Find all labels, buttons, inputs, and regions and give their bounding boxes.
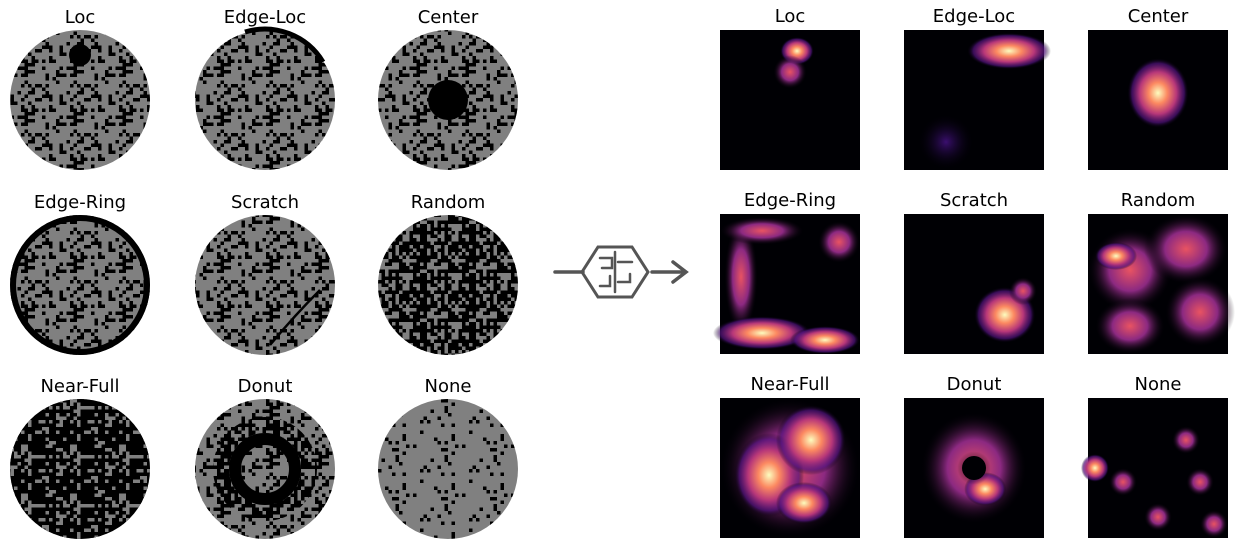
wafer-title: Near-Full <box>40 376 119 397</box>
heatmap-title: Edge-Ring <box>744 190 836 211</box>
heat-blob <box>713 316 811 350</box>
heat-blob <box>773 55 807 89</box>
heat-blob <box>776 482 832 524</box>
heatmap-title: Donut <box>947 374 1002 395</box>
heatmap: None <box>1081 374 1228 538</box>
heat-hole <box>962 456 986 480</box>
heat-blob <box>724 221 758 333</box>
wafer-map: Random <box>378 192 518 355</box>
defect <box>428 80 468 120</box>
wafer-noise <box>195 215 335 355</box>
heatmap-title: None <box>1135 374 1182 395</box>
heatmap: Edge-Loc <box>904 6 1051 170</box>
heat-blob <box>1186 468 1214 496</box>
heatmap: Random <box>1088 190 1235 354</box>
heat-blob <box>1095 242 1137 270</box>
heat-blob <box>776 405 846 475</box>
wafer-map: Donut <box>195 376 335 539</box>
defect <box>69 44 91 66</box>
defect <box>244 26 326 64</box>
defect <box>10 399 150 539</box>
defect <box>378 215 518 355</box>
wafer-map: None <box>378 376 518 539</box>
connector <box>553 245 689 299</box>
heat-blob <box>1095 298 1165 354</box>
wafer-noise <box>10 30 150 170</box>
wafer-noise <box>195 30 335 170</box>
heatmap: Donut <box>904 374 1044 538</box>
heat-blob <box>1200 510 1228 538</box>
heatmap: Edge-Ring <box>713 190 860 354</box>
heatmap-title: Edge-Loc <box>933 6 1015 27</box>
heat-blob <box>790 326 860 354</box>
heat-blob <box>720 216 804 245</box>
heatmap-title: Scratch <box>940 190 1008 211</box>
wafer-map: Scratch <box>195 192 335 355</box>
heat-blob <box>1081 454 1109 482</box>
heatmap-title: Near-Full <box>750 374 829 395</box>
arrow-head <box>671 260 689 284</box>
heatmap-title: Loc <box>775 6 806 27</box>
wafer-noise <box>10 215 150 355</box>
wafer-title: Scratch <box>231 192 299 213</box>
heat-blob <box>1144 214 1228 284</box>
heat-blob <box>967 32 1051 70</box>
heatmap: Near-Full <box>720 374 860 538</box>
wafer-map: Edge-Loc <box>195 7 335 170</box>
wafer-title: Donut <box>238 376 293 397</box>
heatmap-title: Random <box>1121 190 1196 211</box>
wafer-map: Loc <box>10 7 150 170</box>
wafer-title: Random <box>411 192 486 213</box>
defect <box>213 417 317 521</box>
heat-blob <box>818 221 860 263</box>
wafer-title: Loc <box>65 7 96 28</box>
wafer-map: Edge-Ring <box>10 192 150 355</box>
heatmap: Loc <box>720 6 860 170</box>
wafer-map: Near-Full <box>10 376 150 539</box>
brain-circuit <box>598 250 634 294</box>
brain-icon <box>580 245 650 299</box>
wafer-title: Edge-Loc <box>224 7 306 28</box>
defect <box>269 289 321 346</box>
wafer-noise <box>378 399 518 539</box>
wafer-map: Center <box>378 7 518 170</box>
heat-blob <box>1165 277 1235 347</box>
heatmap-title: Center <box>1128 6 1189 27</box>
heat-blob <box>1109 468 1137 496</box>
defect <box>229 433 301 505</box>
defect <box>10 215 150 355</box>
heat-blob <box>1144 503 1172 531</box>
heatmap: Center <box>1088 6 1228 170</box>
heat-blob <box>1172 426 1200 454</box>
wafer-title: Edge-Ring <box>34 192 126 213</box>
heat-blob <box>1009 277 1037 305</box>
wafer-title: Center <box>418 7 479 28</box>
heatmap: Scratch <box>904 190 1044 354</box>
heat-blob <box>1127 58 1189 128</box>
wafer-title: None <box>425 376 472 397</box>
heat-blob <box>918 114 974 170</box>
